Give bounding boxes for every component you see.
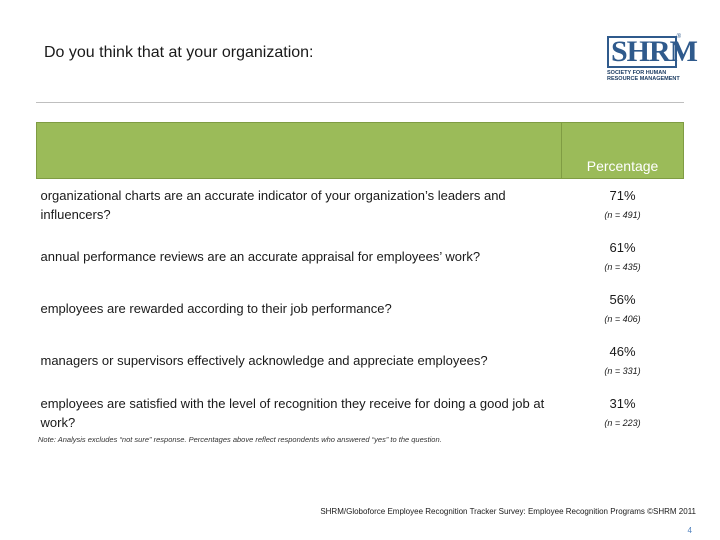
table-row: organizational charts are an accurate in… <box>37 179 684 231</box>
question-text: employees are satisfied with the level o… <box>40 395 545 430</box>
value-cell: 71% (n = 491) <box>562 179 684 231</box>
table-row: employees are rewarded according to thei… <box>37 283 684 335</box>
analysis-note: Note: Analysis excludes “not sure” respo… <box>38 435 442 444</box>
sample-size: (n = 435) <box>604 261 641 272</box>
sample-size: (n = 331) <box>604 365 641 376</box>
table-row: annual performance reviews are an accura… <box>37 231 684 283</box>
percent-value: 46% <box>609 343 636 359</box>
table-row: employees are satisfied with the level o… <box>37 387 684 439</box>
sample-size: (n = 491) <box>604 209 641 220</box>
percent-value: 61% <box>609 239 636 255</box>
question-text: annual performance reviews are an accura… <box>40 249 481 264</box>
page-title: Do you think that at your organization: <box>44 44 314 61</box>
survey-table: Percentage organizational charts are an … <box>35 122 684 439</box>
logo-mark: SHRM <box>607 36 698 68</box>
page-number: 4 <box>687 526 692 535</box>
shrm-logo: SHRM ® SOCIETY FOR HUMAN RESOURCE MANAGE… <box>607 34 698 86</box>
table-header-row: Percentage <box>35 122 684 179</box>
table-row: managers or supervisors effectively ackn… <box>37 335 684 387</box>
sample-size: (n = 406) <box>604 313 641 324</box>
percent-value: 31% <box>609 395 636 411</box>
percent-value: 71% <box>609 187 636 203</box>
logo-registered: ® <box>676 34 681 40</box>
question-text: organizational charts are an accurate in… <box>40 187 506 222</box>
logo-line-2: RESOURCE MANAGEMENT <box>607 76 680 82</box>
question-text: employees are rewarded according to thei… <box>40 301 392 316</box>
value-cell: 61% (n = 435) <box>562 231 684 283</box>
title-divider <box>36 102 684 103</box>
question-text: managers or supervisors effectively ackn… <box>40 353 488 368</box>
header-percentage: Percentage <box>561 122 684 179</box>
source-footer: SHRM/Globoforce Employee Recognition Tra… <box>320 507 696 516</box>
value-cell: 31% (n = 223) <box>562 387 684 439</box>
header-question-cell <box>35 122 563 179</box>
percent-value: 56% <box>609 291 636 307</box>
sample-size: (n = 223) <box>604 417 641 428</box>
value-cell: 56% (n = 406) <box>562 283 684 335</box>
value-cell: 46% (n = 331) <box>562 335 684 387</box>
logo-line-1: SOCIETY FOR HUMAN <box>607 70 667 76</box>
